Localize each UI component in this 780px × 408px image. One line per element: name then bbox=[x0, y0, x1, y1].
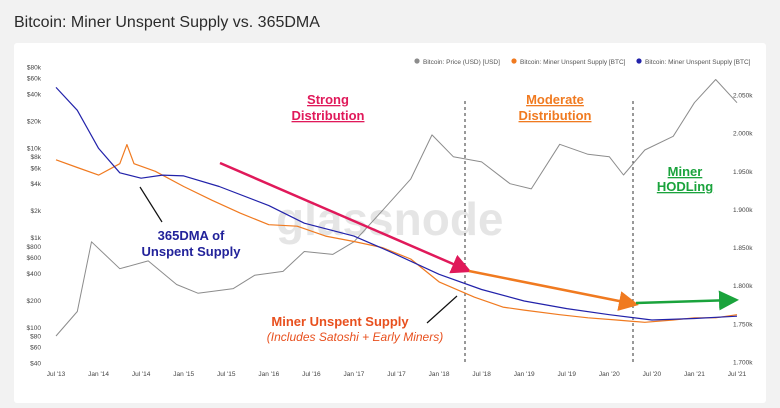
unspent-callout-line bbox=[426, 295, 458, 324]
miner-hodling-line1: Miner bbox=[668, 164, 703, 179]
dma-label-line2: Unspent Supply bbox=[142, 244, 242, 259]
y-axis-right: 2.050k 2.000k 1.950k 1.900k 1.850k 1.800k 1.75… bbox=[733, 93, 753, 367]
moderate-distribution-line1: Moderate bbox=[526, 92, 584, 107]
dma-label-line1: 365DMA of bbox=[158, 228, 225, 243]
x-tick: Jan '16 bbox=[258, 371, 279, 378]
y-left-tick: $2k bbox=[31, 208, 42, 215]
x-tick: Jan '19 bbox=[514, 371, 535, 378]
y-left-tick: $80k bbox=[27, 65, 42, 72]
x-tick: Jul '14 bbox=[132, 371, 151, 378]
y-left-tick: $10k bbox=[27, 145, 42, 152]
legend-dot-dma bbox=[636, 58, 642, 64]
y-left-tick: $800 bbox=[27, 244, 42, 251]
x-axis: Jul '13 Jan '14 Jul '14 Jan '15 Jul '15 Jan '… bbox=[47, 371, 747, 378]
y-left-tick: $80 bbox=[30, 334, 41, 341]
y-right-tick: 2.050k bbox=[733, 93, 753, 100]
y-right-tick: 1.900k bbox=[733, 207, 753, 214]
y-left-tick: $200 bbox=[27, 298, 42, 305]
x-tick: Jul '20 bbox=[643, 371, 662, 378]
strong-distribution-line2: Distribution bbox=[292, 108, 365, 123]
legend-dot-price bbox=[414, 58, 420, 64]
page-title: Bitcoin: Miner Unspent Supply vs. 365DMA bbox=[14, 14, 320, 31]
x-tick: Jul '18 bbox=[472, 371, 491, 378]
y-left-tick: $600 bbox=[27, 255, 42, 262]
y-right-tick: 2.000k bbox=[733, 131, 753, 138]
strong-distribution-arrow bbox=[219, 161, 472, 274]
y-right-tick: 1.750k bbox=[733, 321, 753, 328]
x-tick: Jan '17 bbox=[344, 371, 365, 378]
y-left-tick: $4k bbox=[31, 181, 42, 188]
miner-hodling-arrow bbox=[635, 290, 739, 311]
strong-distribution-line1: Strong bbox=[307, 92, 349, 107]
y-left-tick: $40k bbox=[27, 91, 42, 98]
moderate-distribution-arrow bbox=[468, 269, 639, 311]
y-left-tick: $40 bbox=[30, 361, 41, 368]
y-right-tick: 1.950k bbox=[733, 169, 753, 176]
unspent-sublabel: (Includes Satoshi + Early Miners) bbox=[267, 330, 443, 344]
legend-unspent: Bitcoin: Miner Unspent Supply [BTC] bbox=[520, 59, 626, 66]
x-tick: Jan '21 bbox=[684, 371, 705, 378]
y-left-tick: $60k bbox=[27, 76, 42, 83]
x-tick: Jul '16 bbox=[302, 371, 321, 378]
y-axis-left: $80k $60k $40k $20k $10k $8k $6k $4k $2k $1k $800 $… bbox=[27, 65, 42, 368]
dma-line bbox=[55, 86, 738, 321]
y-right-tick: 1.850k bbox=[733, 245, 753, 252]
x-tick: Jan '15 bbox=[173, 371, 194, 378]
dma-callout-line bbox=[139, 186, 163, 223]
y-left-tick: $20k bbox=[27, 118, 42, 125]
y-right-tick: 1.700k bbox=[733, 360, 753, 367]
x-tick: Jan '14 bbox=[88, 371, 109, 378]
unspent-label: Miner Unspent Supply bbox=[271, 314, 409, 329]
price-line bbox=[55, 79, 738, 337]
y-left-tick: $8k bbox=[31, 154, 42, 161]
legend: Bitcoin: Price (USD) [USD] Bitcoin: Mine… bbox=[414, 58, 751, 66]
y-right-tick: 1.800k bbox=[733, 283, 753, 290]
x-tick: Jul '13 bbox=[47, 371, 66, 378]
x-tick: Jul '17 bbox=[387, 371, 406, 378]
x-tick: Jan '18 bbox=[429, 371, 450, 378]
x-tick: Jul '15 bbox=[217, 371, 236, 378]
legend-dma: Bitcoin: Miner Unspent Supply [BTC] bbox=[645, 59, 751, 66]
series-lines bbox=[55, 79, 738, 337]
moderate-distribution-line2: Distribution bbox=[519, 108, 592, 123]
x-tick: Jul '21 bbox=[728, 371, 747, 378]
legend-dot-unspent bbox=[511, 58, 517, 64]
y-left-tick: $1k bbox=[31, 235, 42, 242]
x-tick: Jan '20 bbox=[599, 371, 620, 378]
y-left-tick: $6k bbox=[31, 165, 42, 172]
x-tick: Jul '19 bbox=[557, 371, 576, 378]
y-left-tick: $100 bbox=[27, 325, 42, 332]
y-left-tick: $60 bbox=[30, 345, 41, 352]
y-left-tick: $400 bbox=[27, 271, 42, 278]
chart: Bitcoin: Price (USD) [USD] Bitcoin: Mine… bbox=[27, 58, 753, 378]
legend-price: Bitcoin: Price (USD) [USD] bbox=[423, 59, 500, 66]
miner-hodling-line2: HODLing bbox=[657, 179, 713, 194]
unspent-supply-line bbox=[55, 143, 738, 323]
chart-card: Bitcoin: Price (USD) [USD] Bitcoin: Mine… bbox=[14, 43, 766, 403]
